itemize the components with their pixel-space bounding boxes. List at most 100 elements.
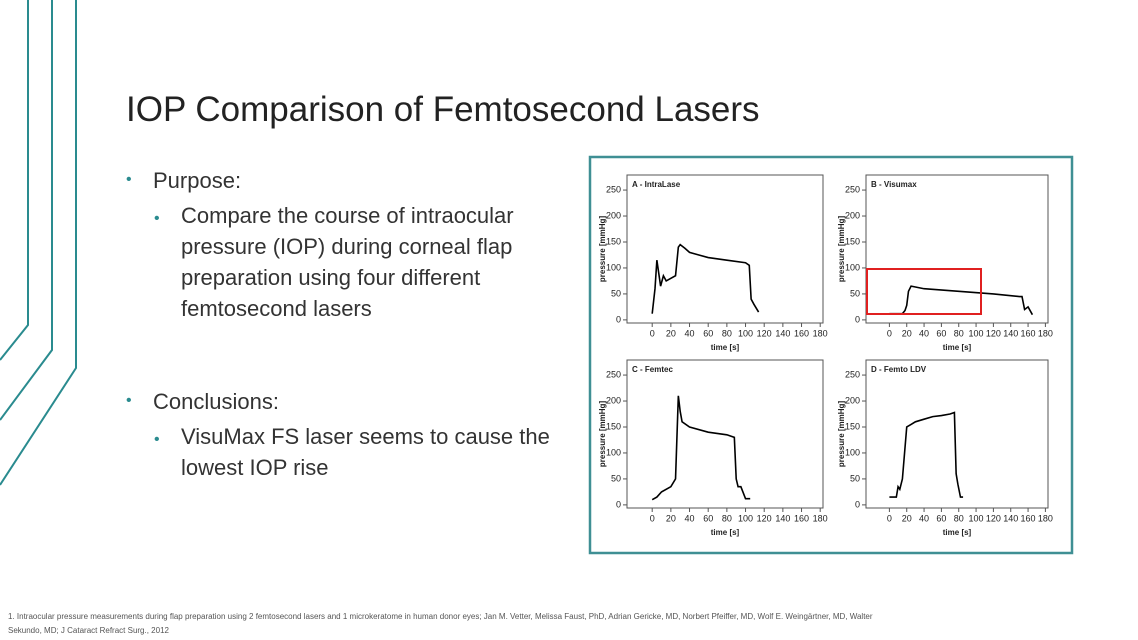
y-axis-label: pressure [mmHg] (837, 216, 846, 283)
x-tick-label: 120 (986, 513, 1001, 523)
x-tick-label: 100 (738, 513, 753, 523)
y-tick-label: 100 (845, 262, 860, 272)
bullet-dot: • (126, 392, 132, 409)
x-tick-label: 120 (986, 328, 1001, 338)
decor-line (0, 0, 77, 486)
y-tick-label: 200 (845, 210, 860, 220)
y-tick-label: 100 (606, 447, 621, 457)
y-tick-label: 250 (606, 184, 621, 194)
bullet-text: Purpose: (153, 168, 242, 193)
sub-bullet: • VisuMax FS laser seems to cause the low… (154, 421, 556, 483)
decor-line (0, 0, 53, 421)
x-tick-label: 180 (813, 328, 828, 338)
x-tick-label: 160 (794, 328, 809, 338)
x-tick-label: 0 (650, 513, 655, 523)
bullet-text: VisuMax FS laser seems to cause the lowe… (181, 424, 550, 480)
chart-title: C - Femtec (632, 365, 673, 374)
x-tick-label: 140 (775, 328, 790, 338)
y-tick-label: 0 (855, 314, 860, 324)
y-tick-label: 250 (845, 184, 860, 194)
y-tick-label: 150 (845, 421, 860, 431)
y-tick-label: 150 (845, 236, 860, 246)
x-tick-label: 120 (757, 513, 772, 523)
x-tick-label: 40 (919, 513, 929, 523)
y-tick-label: 200 (606, 395, 621, 405)
y-tick-label: 0 (855, 499, 860, 509)
y-tick-label: 250 (606, 369, 621, 379)
x-tick-label: 20 (666, 328, 676, 338)
x-tick-label: 80 (722, 328, 732, 338)
y-tick-label: 150 (606, 421, 621, 431)
x-axis-label: time [s] (943, 343, 972, 352)
chart-title: A - IntraLase (632, 180, 681, 189)
bullet-dot: • (154, 431, 160, 448)
bullet: • Purpose: (126, 168, 556, 194)
x-tick-label: 100 (969, 513, 984, 523)
x-tick-label: 180 (1038, 328, 1053, 338)
x-tick-label: 60 (703, 513, 713, 523)
x-tick-label: 20 (902, 513, 912, 523)
x-tick-label: 120 (757, 328, 772, 338)
x-axis-label: time [s] (711, 343, 740, 352)
x-tick-label: 40 (685, 328, 695, 338)
y-tick-label: 150 (606, 236, 621, 246)
y-tick-label: 0 (616, 499, 621, 509)
y-tick-label: 50 (850, 473, 860, 483)
x-tick-label: 140 (1003, 328, 1018, 338)
y-axis-label: pressure [mmHg] (837, 401, 846, 468)
x-tick-label: 0 (887, 328, 892, 338)
y-tick-label: 250 (845, 369, 860, 379)
y-tick-label: 0 (616, 314, 621, 324)
y-tick-label: 200 (845, 395, 860, 405)
decor-line (0, 0, 29, 361)
plot-area (865, 359, 1049, 509)
bullet-dot: • (154, 210, 160, 227)
x-axis-label: time [s] (943, 528, 972, 537)
x-tick-label: 60 (936, 328, 946, 338)
plot-area (865, 174, 1049, 324)
x-tick-label: 160 (1021, 513, 1036, 523)
x-tick-label: 100 (738, 328, 753, 338)
x-tick-label: 80 (954, 328, 964, 338)
x-tick-label: 80 (954, 513, 964, 523)
x-tick-label: 80 (722, 513, 732, 523)
data-line (651, 395, 751, 501)
data-line (889, 411, 964, 498)
bullet: • Conclusions: (126, 389, 556, 415)
data-line (889, 285, 1034, 316)
x-tick-label: 180 (1038, 513, 1053, 523)
x-tick-label: 0 (650, 328, 655, 338)
x-axis-label: time [s] (711, 528, 740, 537)
x-tick-label: 140 (775, 513, 790, 523)
y-axis-label: pressure [mmHg] (598, 216, 607, 283)
x-tick-label: 180 (813, 513, 828, 523)
y-tick-label: 100 (606, 262, 621, 272)
x-tick-label: 140 (1003, 513, 1018, 523)
x-tick-label: 0 (887, 513, 892, 523)
bullet-text: Compare the course of intraocular pressu… (181, 203, 514, 321)
y-tick-label: 50 (850, 288, 860, 298)
highlight-box (866, 268, 982, 315)
bullet-list: • Purpose: • Compare the course of intraocu… (126, 168, 556, 483)
chart-title: B - Visumax (871, 180, 917, 189)
y-tick-label: 50 (611, 473, 621, 483)
slide-title: IOP Comparison of Femtosecond Lasers (126, 90, 760, 129)
bullet-dot: • (126, 171, 132, 188)
y-tick-label: 100 (845, 447, 860, 457)
x-tick-label: 160 (1021, 328, 1036, 338)
x-tick-label: 60 (936, 513, 946, 523)
x-tick-label: 40 (685, 513, 695, 523)
data-line (651, 243, 760, 314)
footnote: 1. Intraocular pressure measurements dur… (8, 612, 873, 635)
y-tick-label: 200 (606, 210, 621, 220)
x-tick-label: 60 (703, 328, 713, 338)
bullet-text: Conclusions: (153, 389, 279, 414)
x-tick-label: 100 (969, 328, 984, 338)
sub-bullet: • Compare the course of intraocular press… (154, 200, 556, 324)
y-axis-label: pressure [mmHg] (598, 401, 607, 468)
chart-title: D - Femto LDV (871, 365, 927, 374)
plot-area (626, 174, 824, 324)
x-tick-label: 160 (794, 513, 809, 523)
